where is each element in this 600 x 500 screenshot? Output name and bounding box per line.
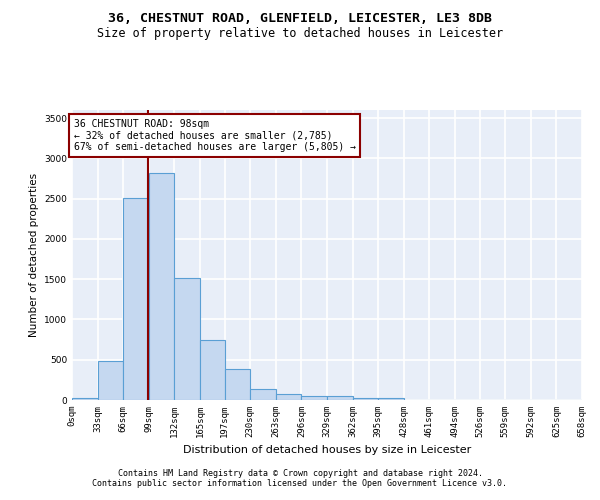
Text: 36, CHESTNUT ROAD, GLENFIELD, LEICESTER, LE3 8DB: 36, CHESTNUT ROAD, GLENFIELD, LEICESTER,…	[108, 12, 492, 26]
Bar	[250, 388, 276, 400]
Y-axis label: Number of detached properties: Number of detached properties	[29, 173, 38, 337]
Bar	[149, 173, 175, 400]
Text: Contains HM Land Registry data © Crown copyright and database right 2024.: Contains HM Land Registry data © Crown c…	[118, 468, 482, 477]
Bar	[123, 198, 149, 400]
Text: Size of property relative to detached houses in Leicester: Size of property relative to detached ho…	[97, 28, 503, 40]
Bar	[353, 398, 378, 400]
Bar	[98, 362, 123, 400]
Bar	[200, 340, 224, 400]
Bar	[327, 396, 353, 400]
Bar	[72, 398, 98, 400]
Bar	[301, 396, 327, 400]
Text: Contains public sector information licensed under the Open Government Licence v3: Contains public sector information licen…	[92, 478, 508, 488]
Text: 36 CHESTNUT ROAD: 98sqm
← 32% of detached houses are smaller (2,785)
67% of semi: 36 CHESTNUT ROAD: 98sqm ← 32% of detache…	[74, 119, 356, 152]
Bar	[224, 369, 250, 400]
X-axis label: Distribution of detached houses by size in Leicester: Distribution of detached houses by size …	[183, 446, 471, 456]
Bar	[276, 394, 301, 400]
Bar	[175, 278, 200, 400]
Bar	[378, 398, 404, 400]
